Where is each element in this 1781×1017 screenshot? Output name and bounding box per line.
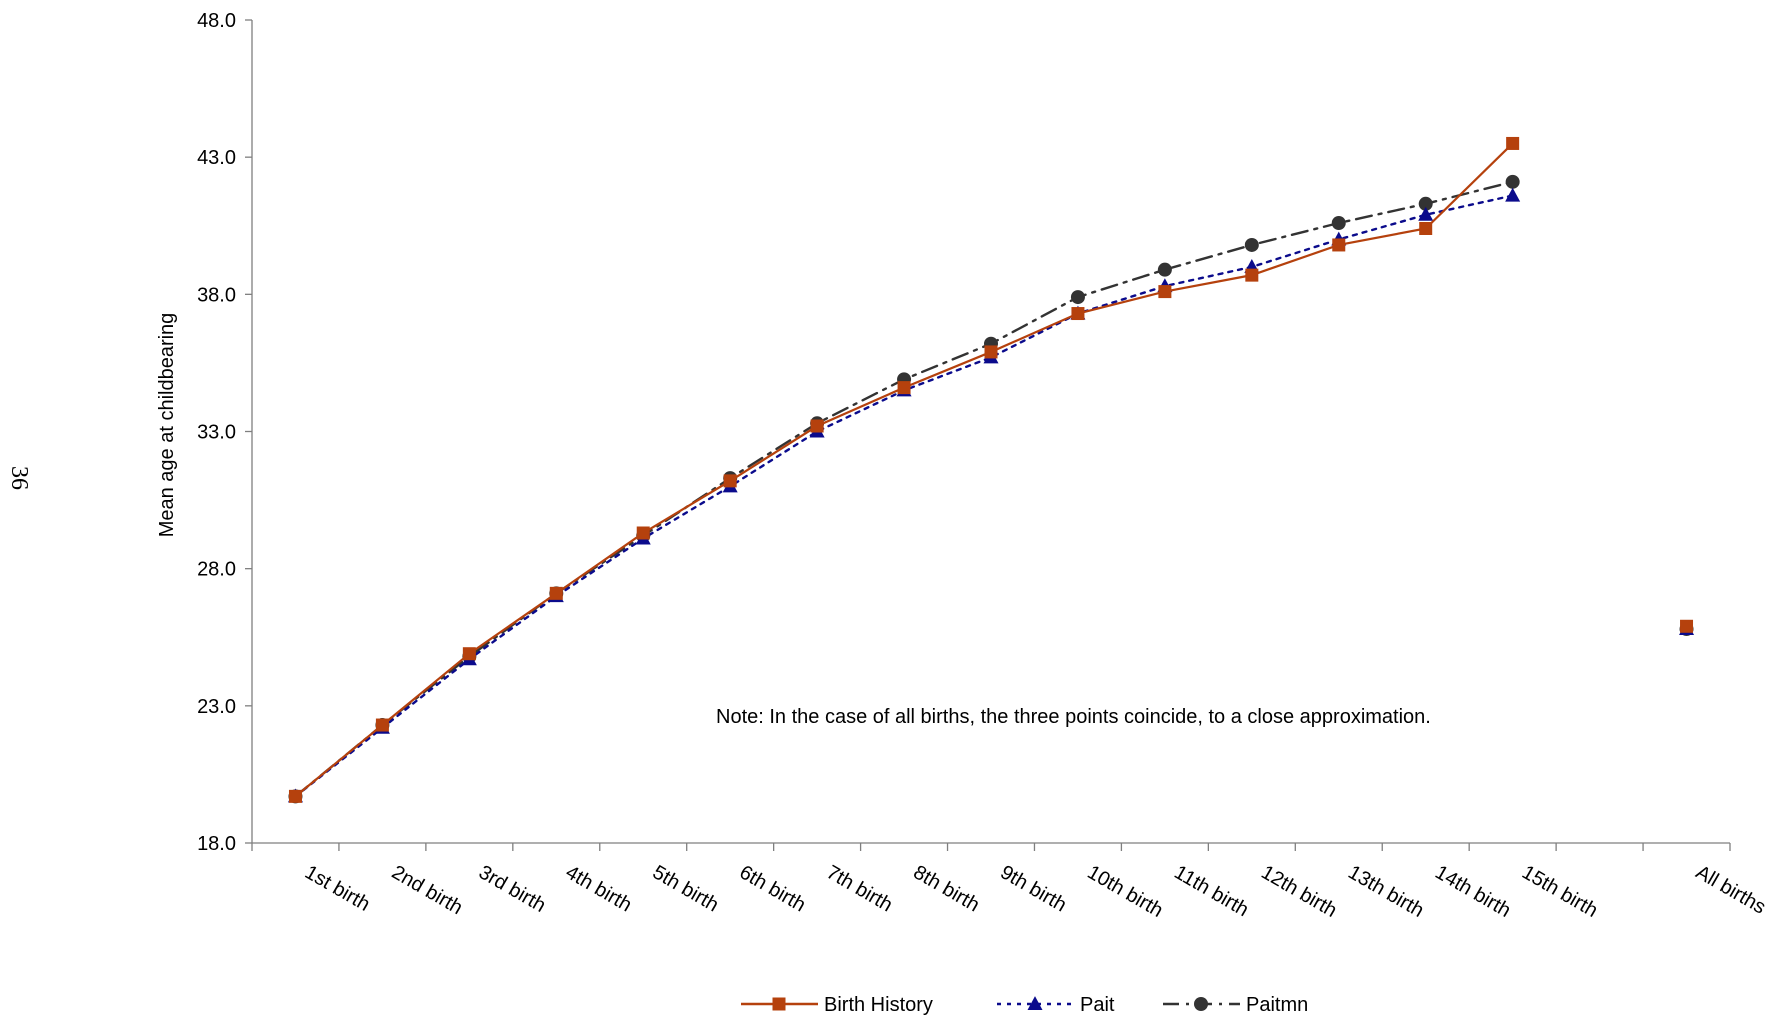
y-tick-label: 38.0 (197, 284, 236, 306)
x-tick-label: 3rd birth (475, 861, 550, 917)
legend-label: Paitmn (1246, 994, 1308, 1016)
data-point (375, 718, 389, 732)
legend-label: Birth History (824, 994, 933, 1016)
x-tick-label: 1st birth (301, 861, 374, 916)
legend-label: Pait (1080, 994, 1115, 1016)
x-tick-label: 9th birth (997, 861, 1071, 916)
legend-marker (1027, 996, 1043, 1010)
x-tick-label: 13th birth (1344, 861, 1427, 922)
y-axis: 18.0 23.0 28.0 33.0 38.0 43.0 48.0 (197, 10, 253, 855)
x-tick-label: All births (1692, 861, 1769, 918)
y-tick-label: 33.0 (197, 422, 236, 444)
y-axis-title: Mean age at childbearing (156, 313, 178, 538)
series-line (294, 180, 1514, 798)
y-tick-label: 18.0 (197, 833, 236, 855)
legend-item: Birth History (741, 994, 933, 1016)
data-point (1245, 268, 1259, 282)
data-point (1418, 196, 1433, 211)
page-number: 36 (6, 466, 32, 490)
legend-marker (1194, 997, 1208, 1011)
data-point (1505, 174, 1520, 189)
data-point (636, 526, 650, 540)
x-tick-label: 7th birth (823, 861, 897, 916)
data-point (810, 419, 824, 433)
data-point (1244, 237, 1259, 252)
series-line (294, 142, 1514, 798)
x-tick-label: 5th birth (649, 861, 723, 916)
y-tick-label: 28.0 (197, 559, 236, 581)
data-point (462, 647, 476, 661)
y-tick-label: 23.0 (197, 696, 236, 718)
data-point (1419, 221, 1433, 235)
data-point (1680, 619, 1694, 633)
legend-item: Pait (997, 994, 1115, 1016)
x-tick-label: 14th birth (1431, 861, 1514, 922)
x-tick-label: 6th birth (736, 861, 810, 916)
data-point (984, 345, 998, 359)
data-point (549, 586, 563, 600)
y-tick-label: 43.0 (197, 147, 236, 169)
data-point (1158, 285, 1172, 299)
data-point (1418, 206, 1434, 221)
data-point (897, 381, 911, 395)
data-point (1071, 307, 1085, 321)
series-layer (287, 136, 1695, 804)
x-tick-label: 8th birth (910, 861, 984, 916)
legend-marker (772, 997, 786, 1011)
data-point (1331, 216, 1346, 231)
data-point (1157, 262, 1172, 277)
x-tick-label: 10th birth (1083, 861, 1166, 922)
x-tick-label: 4th birth (562, 861, 636, 916)
legend-item: Paitmn (1163, 994, 1308, 1016)
y-tick-label: 48.0 (197, 10, 236, 32)
x-tick-label: 2nd birth (388, 861, 466, 919)
chart-note: Note: In the case of all births, the thr… (716, 706, 1431, 728)
data-point (1505, 187, 1521, 202)
x-tick-label: 15th birth (1518, 861, 1601, 922)
x-tick-label: 11th birth (1170, 861, 1252, 921)
legend: Birth History Pait Paitmn (741, 994, 1308, 1016)
data-point (1506, 136, 1520, 150)
data-point (288, 789, 302, 803)
x-axis: 1st birth 2nd birth 3rd birth 4th birth 5th … (251, 842, 1769, 922)
x-tick-label: 12th birth (1257, 861, 1340, 922)
data-point (1070, 290, 1085, 305)
series-birth-history (288, 136, 1694, 803)
data-point (723, 474, 737, 488)
data-point (1332, 238, 1346, 252)
